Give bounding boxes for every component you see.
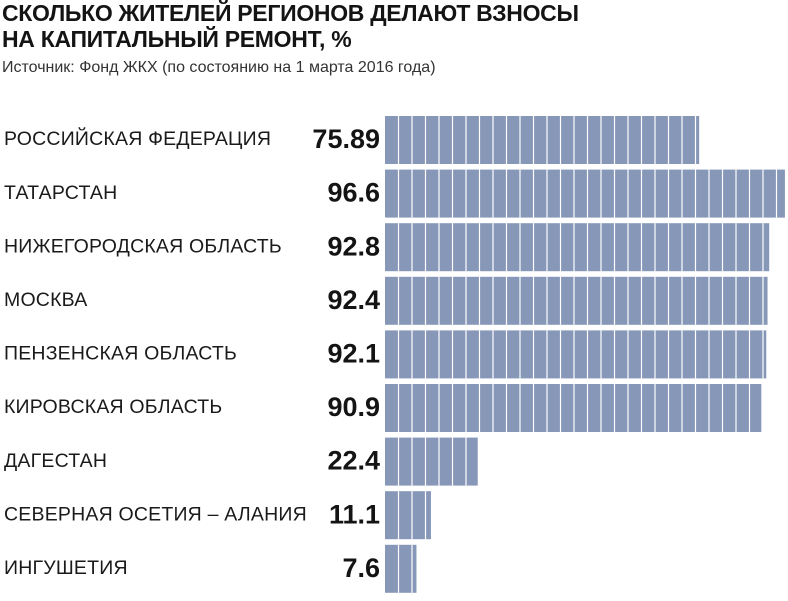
value-label: 75.89	[312, 124, 380, 154]
bar-stripes	[397, 544, 413, 593]
bar-row: ПЕНЗЕНСКАЯ ОБЛАСТЬ 92.1	[4, 330, 767, 379]
bar-stripes	[397, 491, 427, 540]
bar	[385, 330, 767, 379]
category-label: ПЕНЗЕНСКАЯ ОБЛАСТЬ	[4, 343, 237, 365]
bar-row: СЕВЕРНАЯ ОСЕТИЯ – АЛАНИЯ 11.1	[4, 491, 431, 540]
bar-row: НИЖЕГОРОДСКАЯ ОБЛАСТЬ 92.8	[4, 223, 770, 272]
bar	[385, 384, 762, 432]
value-label: 22.4	[327, 446, 380, 476]
category-label: МОСКВА	[4, 289, 87, 311]
chart-title-line-2: НА КАПИТАЛЬНЫЙ РЕМОНТ, %	[2, 26, 352, 52]
category-label: НИЖЕГОРОДСКАЯ ОБЛАСТЬ	[4, 235, 282, 257]
bar-stripes	[397, 276, 764, 325]
chart-title-line-1: СКОЛЬКО ЖИТЕЛЕЙ РЕГИОНОВ ДЕЛАЮТ ВЗНОСЫ	[2, 0, 579, 26]
bar-stripes	[397, 169, 778, 218]
bar-row: РОССИЙСКАЯ ФЕДЕРАЦИЯ 75.89	[4, 116, 700, 164]
chart-source: Источник: Фонд ЖКХ (по состоянию на 1 ма…	[2, 59, 436, 76]
bar-row: ДАГЕСТАН 22.4	[4, 437, 478, 486]
bar	[385, 276, 768, 325]
bar-stripes	[397, 384, 751, 432]
bar	[385, 223, 770, 272]
category-label: ИНГУШЕТИЯ	[4, 557, 128, 579]
bar	[385, 169, 785, 218]
bar-row: МОСКВА 92.4	[4, 276, 768, 325]
category-label: РОССИЙСКАЯ ФЕДЕРАЦИЯ	[4, 126, 271, 150]
bar-row: ТАТАРСТАН 96.6	[4, 169, 785, 218]
bar-stripes	[397, 116, 697, 164]
value-label: 90.9	[327, 392, 380, 422]
category-label: ДАГЕСТАН	[4, 450, 107, 472]
category-label: КИРОВСКАЯ ОБЛАСТЬ	[4, 396, 222, 418]
bar-row: ИНГУШЕТИЯ 7.6	[4, 544, 417, 593]
value-label: 92.4	[327, 285, 380, 315]
value-label: 92.8	[327, 231, 380, 261]
value-label: 96.6	[327, 178, 380, 208]
bar-stripes	[397, 437, 467, 486]
bar	[385, 491, 431, 540]
category-label: СЕВЕРНАЯ ОСЕТИЯ – АЛАНИЯ	[4, 503, 307, 525]
bar	[385, 544, 417, 593]
chart-title: СКОЛЬКО ЖИТЕЛЕЙ РЕГИОНОВ ДЕЛАЮТ ВЗНОСЫ Н…	[2, 0, 782, 52]
bar-stripes	[397, 330, 764, 379]
category-label: ТАТАРСТАН	[4, 182, 117, 204]
value-label: 11.1	[329, 499, 380, 529]
value-label: 7.6	[342, 553, 380, 583]
value-label: 92.1	[327, 339, 380, 369]
bar	[385, 116, 700, 164]
bar-stripes	[397, 223, 764, 272]
bar-rows: РОССИЙСКАЯ ФЕДЕРАЦИЯ 75.89 ТАТАРСТАН 96.6 НИ…	[4, 116, 785, 593]
bar	[385, 437, 478, 486]
bar-row: КИРОВСКАЯ ОБЛАСТЬ 90.9	[4, 384, 762, 432]
